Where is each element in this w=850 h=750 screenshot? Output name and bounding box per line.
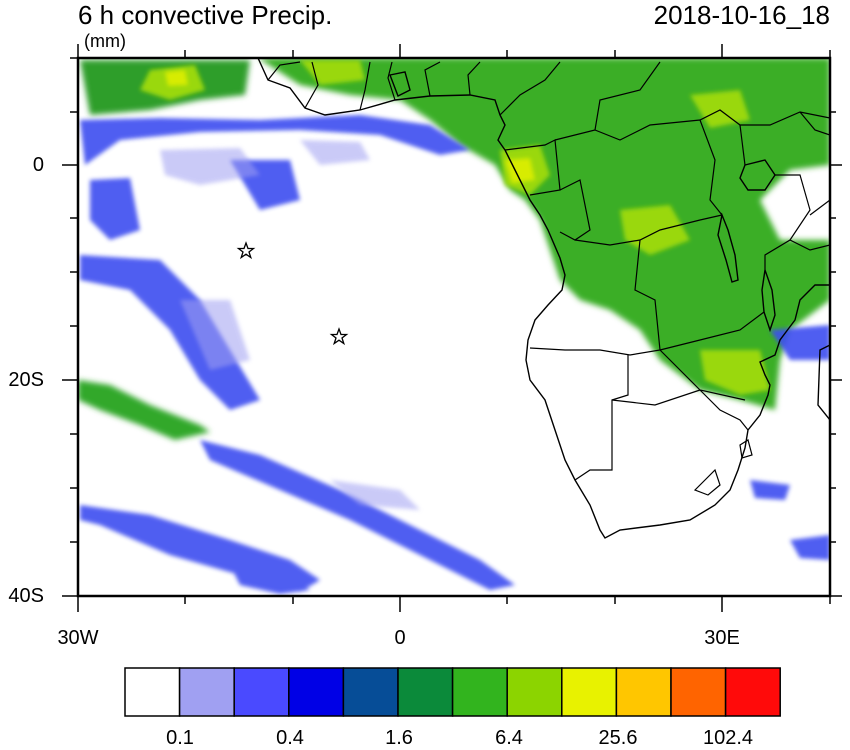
border	[554, 61, 661, 141]
border	[739, 124, 746, 166]
precip-area	[790, 535, 830, 560]
border	[659, 311, 765, 351]
colorbar-swatch	[615, 667, 672, 717]
colorbar-swatch	[724, 667, 781, 717]
coastline	[504, 149, 830, 539]
precip-area	[90, 178, 140, 240]
y-tick-label: 20S	[8, 369, 44, 391]
precip-area	[200, 440, 515, 590]
colorbar-swatch	[670, 667, 727, 717]
precip-area	[230, 565, 310, 594]
precip-area	[80, 255, 260, 410]
precip-area	[258, 58, 830, 410]
border	[574, 214, 723, 246]
coastline	[817, 344, 830, 422]
border	[359, 61, 371, 111]
lake-outline	[389, 71, 411, 97]
precip-area	[300, 140, 370, 165]
colorbar-label: 6.4	[495, 727, 523, 749]
colorbar-label: 0.1	[166, 727, 194, 749]
colorbar-swatch	[178, 667, 235, 717]
colorbar-label: 0.4	[276, 727, 304, 749]
precip-area	[160, 148, 260, 185]
y-tick-label: 40S	[8, 585, 44, 607]
border	[267, 61, 301, 81]
precip-field	[78, 58, 830, 594]
x-tick-label: 0	[394, 627, 406, 649]
x-tick-label: 30E	[704, 627, 740, 649]
colorbar	[124, 667, 781, 717]
border	[799, 111, 830, 136]
border	[574, 355, 629, 481]
precip-area	[620, 205, 690, 255]
colorbar-swatch	[451, 667, 508, 717]
precip-area	[700, 350, 770, 395]
x-tick-label: 30W	[57, 627, 99, 649]
border	[424, 61, 441, 97]
border	[809, 199, 830, 216]
colorbar-swatch	[397, 667, 454, 717]
border	[789, 239, 830, 251]
colorbar-swatch	[561, 667, 618, 717]
star-marker	[329, 327, 349, 346]
border	[304, 61, 319, 109]
datetime-label: 2018-10-16_18	[653, 0, 830, 30]
border	[499, 61, 561, 116]
precip-area	[750, 480, 790, 500]
colorbar-swatch	[124, 667, 181, 717]
precip-area	[690, 90, 750, 128]
lake-outline	[761, 269, 776, 333]
border	[529, 239, 661, 356]
colorbar-label: 25.6	[598, 727, 638, 749]
star-marker	[236, 241, 256, 260]
border	[559, 179, 591, 241]
colorbar-swatch	[233, 667, 290, 717]
plot-frame	[76, 56, 832, 598]
precip-area	[330, 480, 420, 510]
border	[693, 468, 721, 496]
map-title: 6 h convective Precip.	[78, 0, 333, 30]
y-tick-label: 0	[32, 154, 44, 176]
colorbar-label: 102.4	[702, 727, 754, 749]
border	[594, 109, 830, 141]
border	[699, 119, 723, 216]
coastline	[257, 58, 506, 151]
country-borders	[267, 61, 830, 496]
border	[659, 349, 746, 401]
border	[387, 61, 396, 101]
precip-area	[78, 380, 210, 440]
border	[611, 389, 701, 406]
precip-area	[180, 300, 250, 370]
units-label: (mm)	[84, 31, 126, 51]
colorbar-label: 1.6	[385, 727, 413, 749]
border	[467, 61, 481, 96]
precip-area	[165, 70, 188, 86]
colorbar-swatch	[342, 667, 399, 717]
tick-marks	[62, 44, 842, 612]
lake-outline	[739, 159, 776, 191]
markers	[236, 241, 349, 346]
colorbar-swatch	[506, 667, 563, 717]
lake-outline	[717, 212, 739, 283]
precip-area	[80, 115, 470, 165]
colorbar-swatch	[288, 667, 345, 717]
coastlines	[257, 58, 830, 539]
border	[764, 174, 811, 270]
border	[699, 389, 749, 431]
border	[739, 439, 753, 459]
